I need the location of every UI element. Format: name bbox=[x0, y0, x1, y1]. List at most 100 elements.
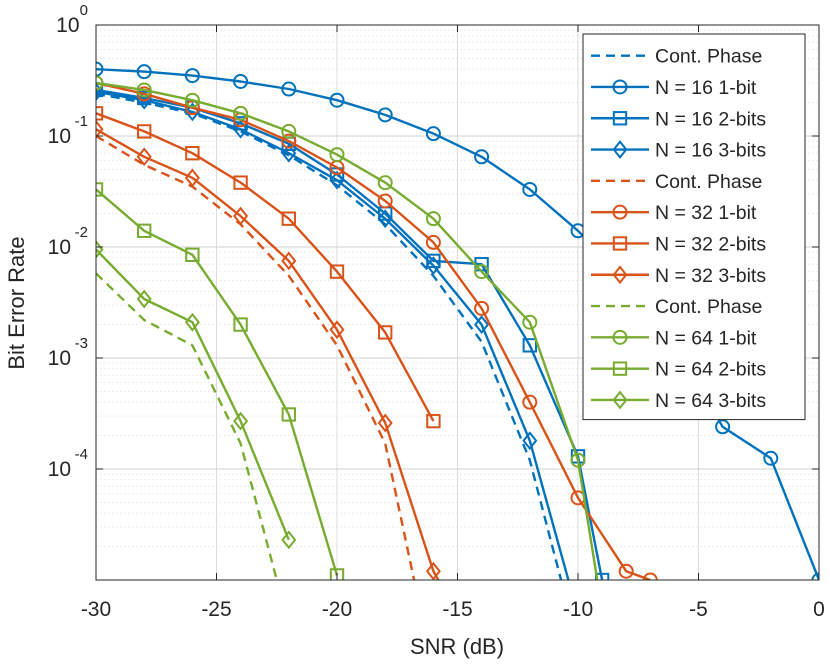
data-point-marker bbox=[378, 325, 393, 340]
data-point-marker bbox=[96, 75, 104, 91]
data-point-marker bbox=[329, 568, 345, 580]
data-point-marker bbox=[522, 338, 537, 353]
data-point-marker bbox=[377, 413, 393, 433]
data-point-marker bbox=[377, 175, 393, 191]
y-tick-label-exponent: 0 bbox=[80, 2, 88, 19]
series-line bbox=[96, 128, 440, 580]
y-axis-label: Bit Error Rate bbox=[4, 236, 29, 369]
data-point-marker bbox=[329, 264, 345, 279]
legend-label: N = 16 3-bits bbox=[655, 140, 766, 162]
data-point-marker bbox=[377, 209, 393, 229]
legend-item: N = 64 1-bit bbox=[591, 327, 757, 349]
legend-marker bbox=[612, 111, 628, 126]
data-point-marker bbox=[137, 223, 152, 238]
data-point-marker bbox=[570, 452, 586, 468]
legend-item: Cont. Phase bbox=[591, 296, 762, 318]
data-point-marker bbox=[281, 530, 297, 550]
y-tick-label: 010 bbox=[56, 2, 88, 37]
legend-label: N = 32 2-bits bbox=[655, 233, 766, 255]
data-point-marker bbox=[474, 264, 490, 280]
y-tick-label-exponent: -3 bbox=[75, 335, 88, 352]
grid bbox=[95, 25, 820, 581]
data-point-marker bbox=[96, 82, 104, 98]
legend-label: N = 64 1-bit bbox=[655, 327, 757, 349]
data-point-marker bbox=[426, 413, 441, 429]
data-point-marker bbox=[136, 86, 152, 102]
data-point-marker bbox=[281, 407, 296, 422]
legend-marker bbox=[612, 265, 628, 285]
legend-label: Cont. Phase bbox=[655, 171, 762, 193]
data-point-marker bbox=[377, 107, 393, 123]
data-point-marker bbox=[474, 300, 490, 316]
legend-label: N = 32 1-bit bbox=[655, 202, 757, 224]
data-point-marker bbox=[233, 411, 249, 431]
legend-label: N = 64 2-bits bbox=[655, 359, 766, 381]
series-line bbox=[96, 188, 339, 576]
data-point-marker bbox=[233, 119, 249, 139]
series-layer bbox=[96, 61, 819, 580]
series-line bbox=[96, 92, 563, 580]
data-point-marker bbox=[281, 211, 296, 226]
legend-item: N = 16 3-bits bbox=[591, 140, 766, 162]
y-tick-label-base: 10 bbox=[48, 458, 71, 481]
legend-label: N = 16 2-bits bbox=[655, 108, 766, 130]
legend-label: N = 16 1-bit bbox=[655, 77, 757, 99]
y-tick-label-base: 10 bbox=[48, 347, 71, 370]
legend-item: Cont. Phase bbox=[591, 46, 762, 68]
data-point-marker bbox=[96, 106, 104, 121]
y-tick-label-base: 10 bbox=[56, 14, 79, 37]
data-point-marker bbox=[329, 92, 345, 108]
x-tick-label: -5 bbox=[689, 598, 708, 621]
series-n32-n-32-3-bits bbox=[96, 119, 441, 580]
legend-item: N = 32 3-bits bbox=[591, 265, 766, 287]
y-tick-label-exponent: -1 bbox=[75, 113, 88, 130]
data-point-marker bbox=[425, 234, 441, 250]
legend-marker bbox=[612, 79, 628, 95]
y-tick-label-exponent: -2 bbox=[75, 224, 88, 241]
x-tick-label: -15 bbox=[442, 598, 472, 621]
data-point-marker bbox=[763, 450, 779, 466]
data-point-marker bbox=[96, 61, 104, 77]
series-n32-n-32-2-bits bbox=[96, 106, 441, 429]
legend-marker bbox=[612, 361, 628, 376]
data-point-marker bbox=[522, 394, 538, 410]
legend-label: N = 32 3-bits bbox=[655, 265, 766, 287]
series-n64-n-64-2-bits bbox=[96, 182, 345, 580]
legend-item: N = 16 2-bits bbox=[591, 108, 766, 130]
data-point-marker bbox=[425, 211, 441, 227]
y-tick-label: -110 bbox=[48, 113, 88, 148]
data-point-marker bbox=[425, 561, 441, 580]
series-n64-n-64-1-bit bbox=[96, 75, 599, 580]
data-point-marker bbox=[137, 124, 152, 139]
data-point-marker bbox=[522, 431, 538, 451]
data-point-marker bbox=[281, 251, 297, 271]
data-point-marker bbox=[474, 315, 490, 334]
legend: Cont. Phase N = 16 1-bit N = 16 2-bits N = … bbox=[582, 33, 806, 421]
data-point-marker bbox=[329, 170, 345, 190]
data-point-marker bbox=[233, 105, 249, 121]
data-point-marker bbox=[474, 149, 490, 165]
data-point-marker bbox=[281, 81, 297, 97]
y-tick-label-base: 10 bbox=[48, 125, 71, 148]
data-point-marker bbox=[715, 419, 731, 435]
data-point-marker bbox=[425, 256, 441, 275]
legend-marker bbox=[612, 204, 628, 220]
y-tick-label: -310 bbox=[48, 335, 88, 370]
data-point-marker bbox=[136, 64, 152, 80]
data-point-marker bbox=[233, 317, 248, 332]
y-tick-label: -410 bbox=[48, 446, 88, 481]
series-line bbox=[96, 134, 416, 580]
x-tick-label: -10 bbox=[563, 598, 593, 621]
data-point-marker bbox=[184, 168, 200, 188]
data-point-marker bbox=[281, 133, 297, 149]
data-point-marker bbox=[136, 147, 152, 167]
legend-item: N = 64 3-bits bbox=[591, 390, 766, 412]
data-point-marker bbox=[522, 181, 538, 197]
data-point-marker bbox=[233, 73, 249, 89]
legend-marker bbox=[612, 329, 628, 345]
series-line bbox=[96, 272, 278, 580]
legend-marker bbox=[612, 140, 628, 159]
series-n16-cont-phase bbox=[96, 92, 563, 580]
data-point-marker bbox=[618, 563, 634, 579]
